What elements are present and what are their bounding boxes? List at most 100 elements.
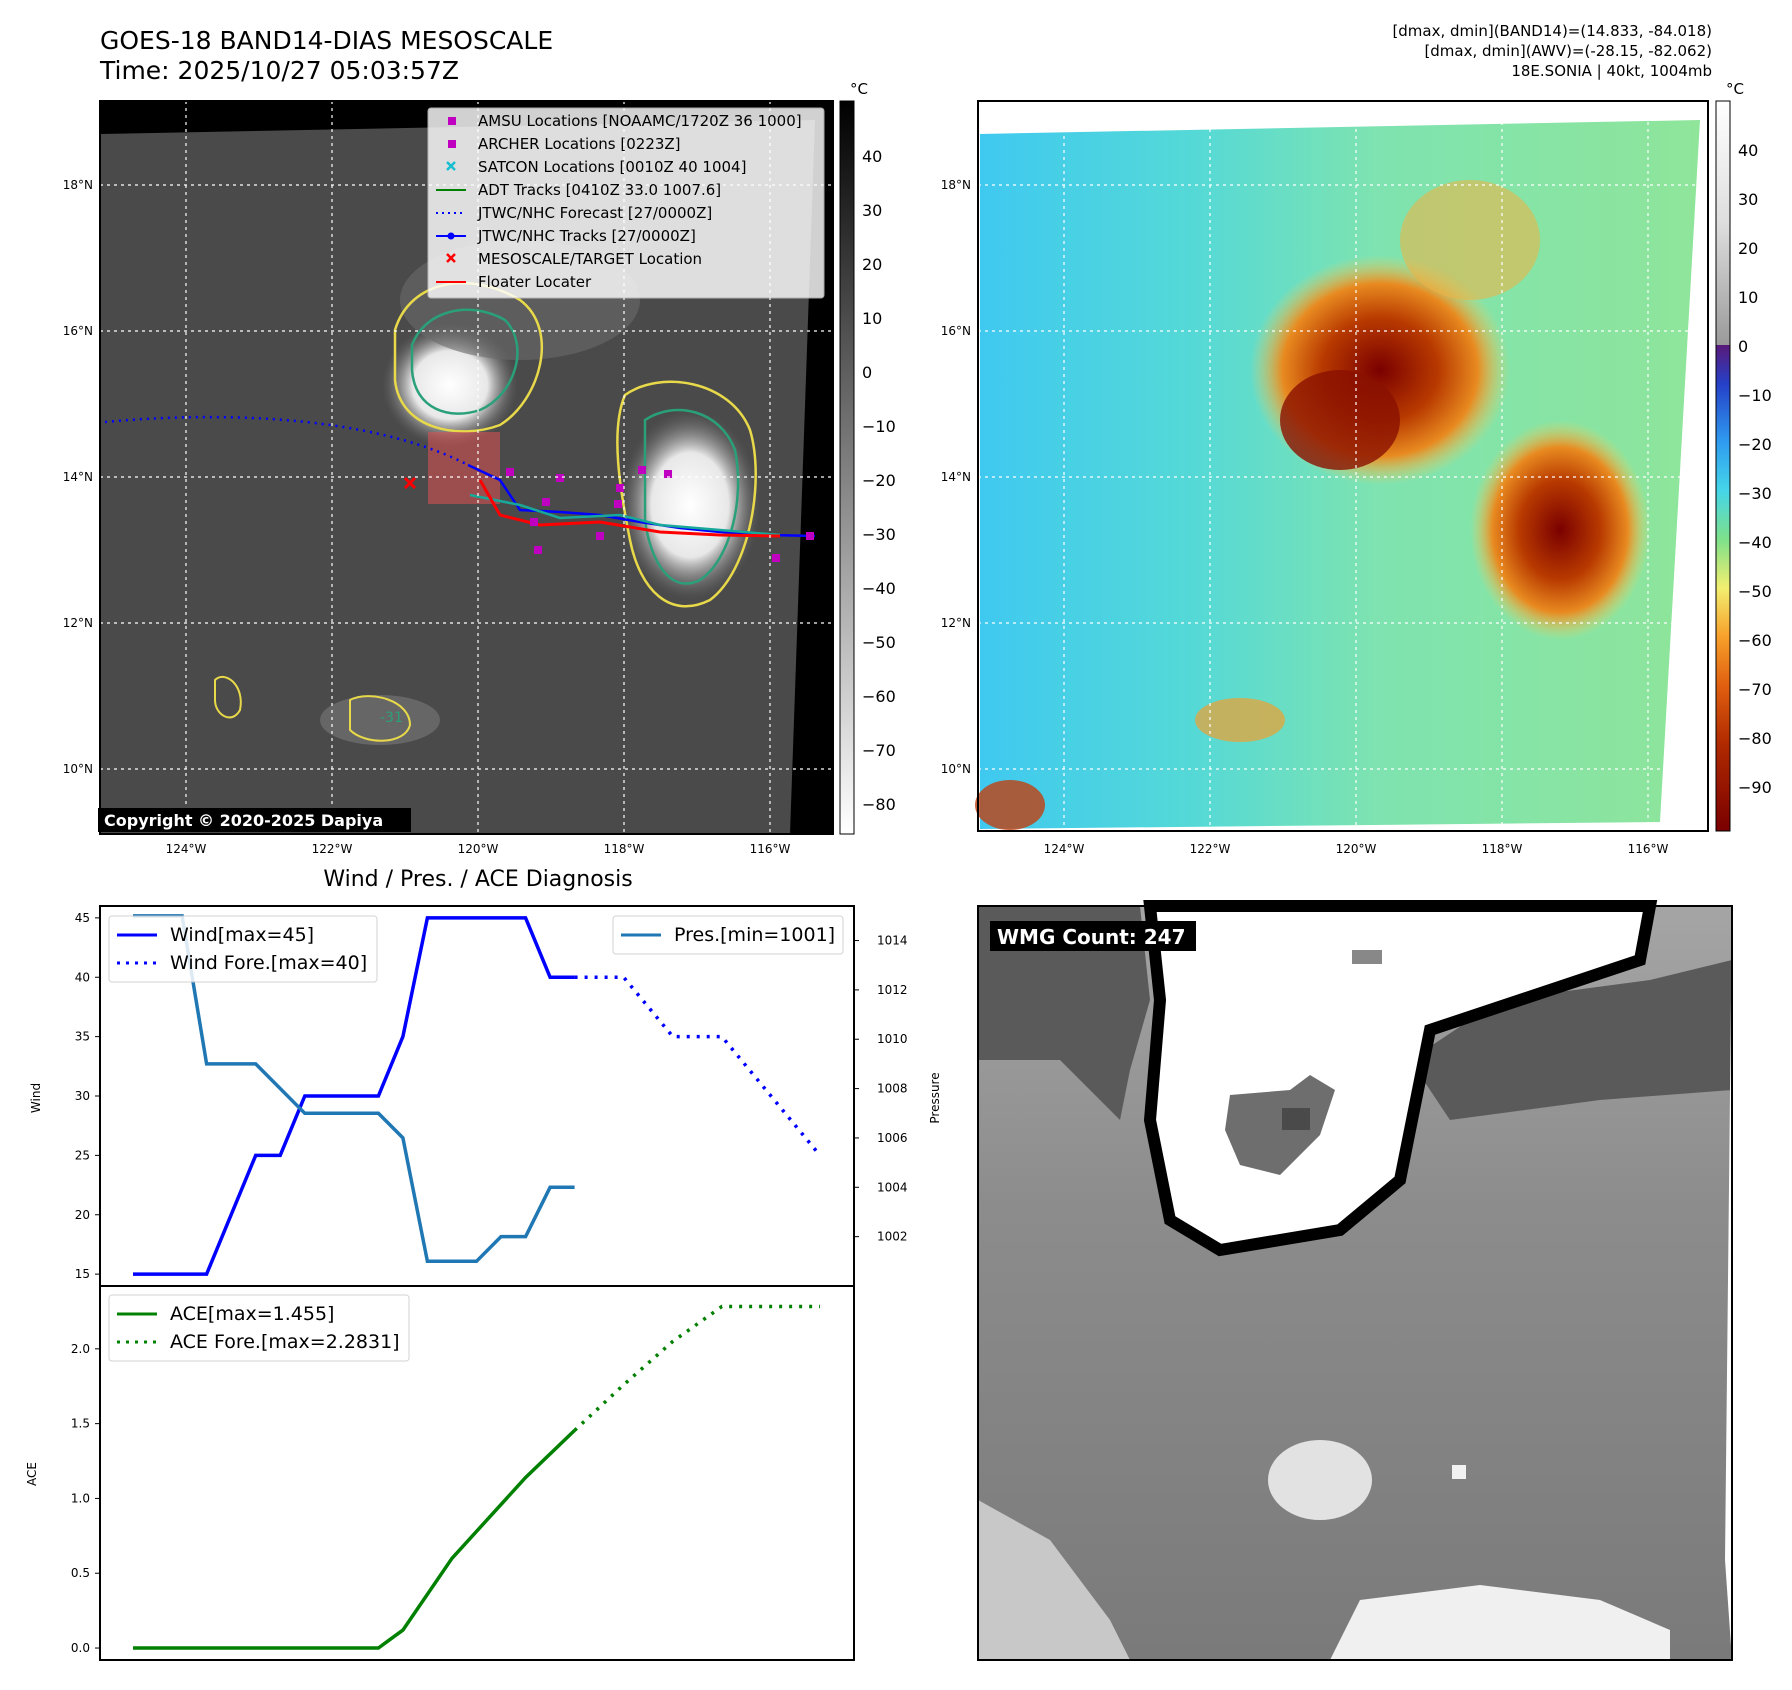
wmg-count-box bbox=[990, 921, 1196, 951]
ace-ytick-label: 2.0 bbox=[71, 1342, 90, 1356]
diagnosis-title: Wind / Pres. / ACE Diagnosis bbox=[323, 867, 632, 892]
svg-text:−80: −80 bbox=[862, 795, 896, 814]
svg-text:16°N: 16°N bbox=[941, 324, 971, 338]
wind-ytick-label: 35 bbox=[75, 1030, 90, 1044]
convection-sw bbox=[975, 780, 1045, 830]
wind-ytick-label: 30 bbox=[75, 1089, 90, 1103]
ace-ytick-label: 1.5 bbox=[71, 1417, 90, 1431]
pressure-ytick-label: 1012 bbox=[877, 983, 908, 997]
contour-yellow-south bbox=[349, 695, 412, 742]
svg-text:−30: −30 bbox=[862, 525, 896, 544]
svg-text:−50: −50 bbox=[1738, 582, 1772, 601]
pressure-ytick-label: 1002 bbox=[877, 1230, 908, 1244]
svg-text:12°N: 12°N bbox=[63, 616, 93, 630]
wind-axis-label: Wind bbox=[29, 1083, 43, 1113]
color-colorbar-ticks: 40 30 20 10 0 −10 −20 −30 −40 −50 −60 −7… bbox=[1738, 141, 1772, 797]
svg-text:Wind Fore.[max=40]: Wind Fore.[max=40] bbox=[170, 952, 367, 974]
svg-text:Pres.[min=1001]: Pres.[min=1001] bbox=[674, 924, 835, 946]
contour-yellow-east bbox=[616, 380, 757, 608]
svg-text:−50: −50 bbox=[862, 633, 896, 652]
svg-text:0: 0 bbox=[862, 363, 872, 382]
color-colorbar-cold bbox=[1716, 345, 1730, 831]
map-lat-ticks: 18°N 16°N 14°N 12°N 10°N bbox=[63, 178, 93, 776]
svg-text:30: 30 bbox=[1738, 190, 1758, 209]
color-colorbar-unit: °C bbox=[1726, 80, 1744, 98]
copyright-box bbox=[98, 808, 411, 832]
wmg-eye-feature bbox=[1225, 1075, 1335, 1175]
wmg-warm-pixel bbox=[1452, 1465, 1466, 1479]
svg-text:122°W: 122°W bbox=[1190, 842, 1231, 856]
svg-text:124°W: 124°W bbox=[166, 842, 207, 856]
svg-text:−20: −20 bbox=[862, 471, 896, 490]
wind-ytick-label: 25 bbox=[75, 1148, 90, 1162]
svg-text:AMSU Locations [NOAAMC/1720Z 3: AMSU Locations [NOAAMC/1720Z 36 1000] bbox=[478, 112, 802, 130]
wind-series-line bbox=[133, 916, 575, 1276]
wmg-warm-spot bbox=[1268, 1440, 1372, 1520]
color-map-gridlines bbox=[978, 101, 1708, 831]
forecast-track bbox=[104, 415, 469, 467]
wmg-edge bbox=[1725, 906, 1732, 1660]
svg-text:SATCON Locations [0010Z 40 100: SATCON Locations [0010Z 40 1004] bbox=[478, 158, 746, 176]
adt-track bbox=[469, 493, 781, 537]
color-map-lat-ticks: 18°N 16°N 14°N 12°N 10°N bbox=[941, 178, 971, 776]
pressure-ytick-label: 1004 bbox=[877, 1180, 908, 1194]
wind-pres-series: 15 20 25 30 35 40 45 1002 1004 1006 1008 1010 1012 10… bbox=[75, 911, 908, 1281]
svg-text:124°W: 124°W bbox=[1044, 842, 1085, 856]
svg-text:ADT Tracks [0410Z 33.0 1007.6]: ADT Tracks [0410Z 33.0 1007.6] bbox=[478, 181, 721, 199]
svg-text:−10: −10 bbox=[1738, 386, 1772, 405]
svg-text:40: 40 bbox=[862, 147, 882, 166]
svg-text:−60: −60 bbox=[862, 687, 896, 706]
svg-text:−70: −70 bbox=[862, 741, 896, 760]
amsu-archer-markers bbox=[506, 466, 814, 562]
wind-ytick-label: 20 bbox=[75, 1208, 90, 1222]
pressure-ytick-label: 1006 bbox=[877, 1131, 908, 1145]
svg-text:−40: −40 bbox=[1738, 533, 1772, 552]
svg-text:JTWC/NHC Tracks [27/0000Z]: JTWC/NHC Tracks [27/0000Z] bbox=[477, 227, 696, 245]
convection-east bbox=[1470, 420, 1650, 640]
svg-text:10°N: 10°N bbox=[941, 762, 971, 776]
jtwc-track bbox=[467, 463, 816, 538]
svg-text:Wind[max=45]: Wind[max=45] bbox=[170, 924, 314, 946]
wmg-small-patch bbox=[1352, 950, 1382, 964]
floater-track bbox=[478, 479, 781, 538]
ace-ytick-label: 1.0 bbox=[71, 1491, 90, 1505]
pressure-legend: Pres.[min=1001] bbox=[612, 915, 844, 955]
wmg-warm-band-sw bbox=[978, 1500, 1130, 1660]
diagnosis-panel: Wind / Pres. / ACE Diagnosis Wind Pressu… bbox=[25, 867, 942, 1661]
cloud-cluster-east bbox=[620, 410, 760, 600]
pressure-series-line bbox=[133, 914, 575, 1264]
svg-text:−70: −70 bbox=[1738, 680, 1772, 699]
wind-ytick-label: 45 bbox=[75, 911, 90, 925]
svg-text:Floater Locater: Floater Locater bbox=[478, 273, 592, 291]
wmg-dark-nw bbox=[978, 906, 1150, 1120]
wind-legend: Wind[max=45] Wind Fore.[max=40] bbox=[108, 915, 378, 983]
svg-text:40: 40 bbox=[1738, 141, 1758, 160]
svg-text:JTWC/NHC Forecast [27/0000Z]: JTWC/NHC Forecast [27/0000Z] bbox=[477, 204, 712, 222]
storm-info: 18E.SONIA | 40kt, 1004mb bbox=[1511, 62, 1712, 80]
svg-text:18°N: 18°N bbox=[941, 178, 971, 192]
ace-forecast-line bbox=[573, 1304, 820, 1432]
svg-text:10: 10 bbox=[1738, 288, 1758, 307]
svg-text:120°W: 120°W bbox=[1336, 842, 1377, 856]
ace-ytick-label: 0.5 bbox=[71, 1566, 90, 1580]
convection-north bbox=[1400, 180, 1540, 300]
mesoscale-target-marker bbox=[403, 476, 417, 490]
wmg-panel: WMG Count: 247 bbox=[977, 900, 1733, 1661]
ir-colorbar bbox=[839, 100, 855, 835]
contour-green-east bbox=[643, 408, 740, 585]
svg-text:10°N: 10°N bbox=[63, 762, 93, 776]
copyright-text: Copyright © 2020-2025 Dapiya bbox=[104, 811, 383, 830]
svg-text:MESOSCALE/TARGET Location: MESOSCALE/TARGET Location bbox=[478, 250, 702, 268]
figure-title: GOES-18 BAND14-DIAS MESOSCALE bbox=[100, 26, 554, 55]
map-legend: AMSU Locations [NOAAMC/1720Z 36 1000] AR… bbox=[427, 107, 825, 299]
svg-text:122°W: 122°W bbox=[312, 842, 353, 856]
ir-colorbar-unit: °C bbox=[850, 80, 868, 98]
svg-text:116°W: 116°W bbox=[750, 842, 791, 856]
svg-text:ACE Fore.[max=2.2831]: ACE Fore.[max=2.2831] bbox=[170, 1331, 400, 1353]
color-map-panel: 124°W 122°W 120°W 118°W 116°W 18°N 16°N … bbox=[941, 80, 1772, 856]
pressure-ytick-label: 1008 bbox=[877, 1082, 908, 1096]
convection-south bbox=[1195, 698, 1285, 742]
svg-text:16°N: 16°N bbox=[63, 324, 93, 338]
svg-text:10: 10 bbox=[862, 309, 882, 328]
svg-text:−20: −20 bbox=[1738, 435, 1772, 454]
